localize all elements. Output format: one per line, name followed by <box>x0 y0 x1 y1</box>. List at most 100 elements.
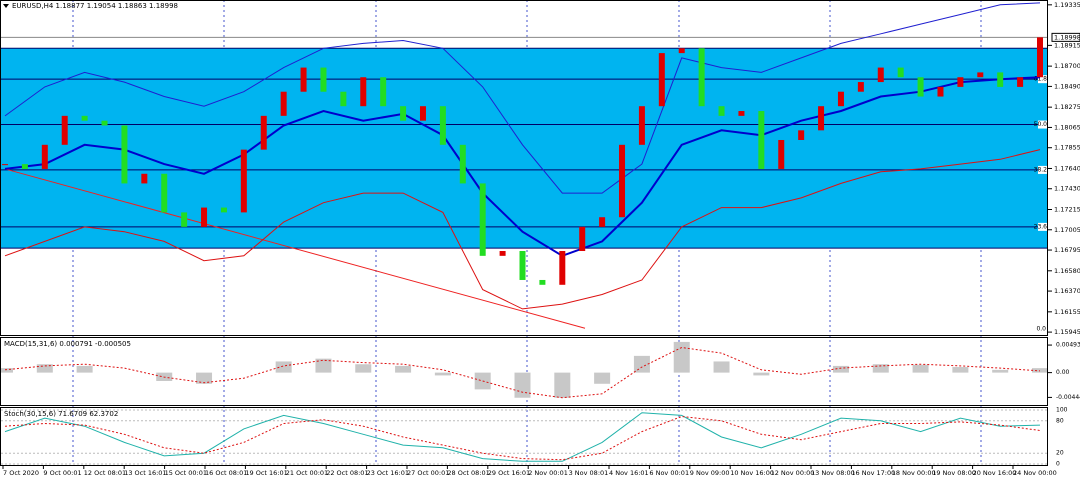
y-tick-label: 1.18915 <box>1054 41 1080 49</box>
x-tick-label: 24 Nov 00:00 <box>1013 469 1057 477</box>
candle <box>698 48 705 107</box>
fib-label-box <box>1038 75 1048 84</box>
y-tick-label: 1.17215 <box>1054 205 1080 213</box>
stoch-signal <box>4 415 1041 461</box>
macd-bar <box>633 355 650 373</box>
x-tick-label: 19 Oct 16:01 <box>245 469 287 477</box>
candle <box>419 106 426 121</box>
x-tick-label: 6 Nov 00:01 <box>649 469 689 477</box>
x-tick-label: 28 Oct 08:01 <box>447 469 489 477</box>
x-tick-label: 12 Nov 00:00 <box>771 469 815 477</box>
candle <box>917 77 924 97</box>
candle <box>519 251 526 280</box>
candle <box>439 106 446 145</box>
macd-bar <box>713 361 730 373</box>
y-tick-label: 1.18275 <box>1054 103 1080 111</box>
y-tick-label: 1.18065 <box>1054 123 1080 131</box>
macd-bar <box>992 369 1009 373</box>
macd-bar <box>673 341 690 373</box>
macd-bar <box>594 372 611 384</box>
current-price-box <box>1051 32 1080 42</box>
fib-label-box <box>1038 222 1048 231</box>
y-tick-label: 1.17005 <box>1054 226 1080 234</box>
candle <box>459 144 466 184</box>
candle <box>619 144 626 218</box>
candle <box>818 106 825 131</box>
volume-tick: 0.0 <box>1036 326 1046 333</box>
candle <box>678 48 685 54</box>
x-tick-label: 9 Nov 09:00 <box>690 469 730 477</box>
macd-bar <box>275 361 292 373</box>
candle <box>2 164 8 166</box>
candle <box>579 226 586 252</box>
main-frame <box>0 0 1048 336</box>
macd-bar <box>514 372 531 398</box>
x-tick-label: 27 Oct 00:01 <box>407 469 449 477</box>
macd-bar <box>315 358 332 373</box>
candle <box>778 139 785 169</box>
trendline <box>4 168 586 329</box>
candle <box>897 67 904 78</box>
candle <box>599 217 606 227</box>
candle <box>837 91 844 107</box>
candle <box>499 251 506 256</box>
candle <box>798 130 805 140</box>
y-tick-label: 1.18700 <box>1054 62 1080 70</box>
candle <box>638 106 645 145</box>
x-tick-label: 13 Oct 16:01 <box>124 469 166 477</box>
macd-bar <box>76 365 93 373</box>
y-tick-label: 1.16155 <box>1054 308 1080 316</box>
candle <box>300 67 307 92</box>
candle <box>957 77 964 87</box>
macd-bar <box>832 365 849 373</box>
x-tick-label: 18 Nov 00:00 <box>892 469 936 477</box>
macd-bar <box>0 368 13 373</box>
x-tick-label: 15 Oct 00:01 <box>165 469 207 477</box>
x-tick-label: 20 Nov 16:00 <box>973 469 1017 477</box>
x-tick-label: 12 Oct 08:01 <box>84 469 126 477</box>
y-tick-label: 1.16580 <box>1054 267 1080 275</box>
menu-arrow[interactable] <box>3 4 9 8</box>
candle <box>877 67 884 83</box>
macd-bar <box>395 365 412 373</box>
x-tick-label: 16 Nov 17:00 <box>851 469 895 477</box>
y-tick-label: 1.15945 <box>1054 328 1080 336</box>
y-tick-label: 0 <box>1056 461 1060 468</box>
candle <box>240 149 247 213</box>
candle <box>41 144 48 169</box>
y-tick-label: -0.00444 <box>1056 394 1080 401</box>
macd-bar <box>753 372 770 376</box>
fib-label-box <box>1038 165 1048 174</box>
y-tick-label: 1.17640 <box>1054 164 1080 172</box>
candle <box>937 86 944 97</box>
y-tick-label: 1.16370 <box>1054 287 1080 295</box>
indicator-line <box>4 149 1041 310</box>
x-tick-label: 13 Nov 08:00 <box>811 469 855 477</box>
candle <box>181 212 188 227</box>
candle <box>857 82 864 92</box>
indicator-line <box>4 76 1041 257</box>
candle <box>360 77 367 107</box>
fib-label: 23.6 <box>1034 223 1048 230</box>
candle <box>997 72 1004 87</box>
candle <box>340 91 347 107</box>
candle <box>1037 37 1043 78</box>
candle <box>260 115 267 150</box>
y-tick-label: 1.17855 <box>1054 144 1080 152</box>
x-tick-label: 3 Nov 08:01 <box>569 469 609 477</box>
x-tick-label: 29 Oct 16:01 <box>488 469 530 477</box>
y-tick-label: 0.004934 <box>1056 342 1080 349</box>
y-tick-label: 0.00 <box>1056 369 1070 376</box>
indicator-line <box>4 2 1041 194</box>
candle <box>718 106 725 116</box>
candle <box>101 120 108 126</box>
candle <box>559 251 566 285</box>
macd-signal <box>4 346 1041 399</box>
y-tick-label: 1.18490 <box>1054 82 1080 90</box>
candle <box>141 173 148 184</box>
stoch-main <box>4 412 1041 462</box>
y-tick-label: 80 <box>1056 417 1064 424</box>
candle <box>121 125 128 184</box>
macd-bar <box>952 367 969 373</box>
candle <box>539 279 546 285</box>
